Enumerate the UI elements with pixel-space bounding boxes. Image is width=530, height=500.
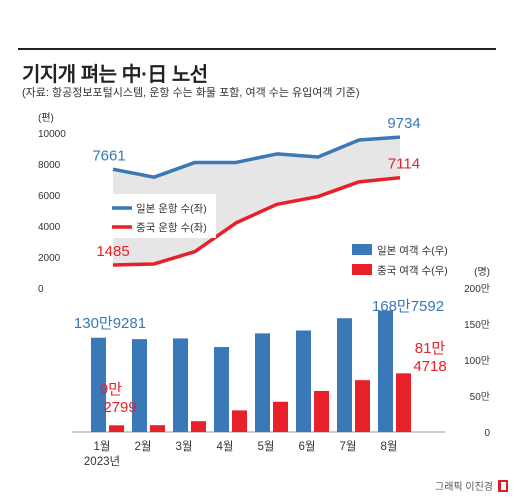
x-year-label: 2023년 bbox=[84, 455, 120, 468]
bar-y-tick-label: 50만 bbox=[470, 391, 490, 403]
china-flights-line bbox=[112, 175, 401, 267]
x-tick-label: 5월 bbox=[258, 440, 275, 453]
line-y-tick-label: 2000 bbox=[38, 253, 61, 264]
china-passengers-bar bbox=[273, 401, 288, 432]
x-tick-label: 4월 bbox=[217, 440, 234, 453]
line-y-tick-label: 8000 bbox=[38, 160, 61, 171]
legend-china-passengers-label: 중국 여객 수(우) bbox=[377, 265, 448, 277]
japan-passengers-bar bbox=[173, 338, 188, 432]
x-tick-label: 1월 bbox=[94, 440, 111, 453]
japan-passengers-bar bbox=[91, 337, 106, 432]
china-passengers-first-label-2: 2799 bbox=[103, 399, 136, 416]
credit-text: 그래픽 이진경 bbox=[435, 482, 493, 493]
bar-y-tick-label: 100만 bbox=[464, 355, 490, 367]
chart-canvas: (편) 0 2000 4000 6000 8000 10000 7661 9734 1485 711… bbox=[38, 112, 490, 468]
japan-passengers-bar bbox=[337, 318, 352, 432]
bar-y-unit: (명) bbox=[474, 266, 490, 278]
japan-passengers-last-label: 168만7592 bbox=[372, 298, 444, 315]
china-passengers-bar bbox=[355, 380, 370, 432]
bar-y-tick-label: 150만 bbox=[464, 319, 490, 331]
japan-passengers-bar bbox=[214, 347, 229, 432]
legend-china-flights-label: 중국 운항 수(좌) bbox=[136, 222, 207, 234]
legend-china-passengers-swatch bbox=[352, 264, 372, 275]
japan-passengers-bar bbox=[255, 333, 270, 432]
japan-passengers-first-label: 130만9281 bbox=[74, 315, 146, 332]
line-y-tick-label: 10000 bbox=[38, 129, 66, 140]
japan-passengers-bar bbox=[378, 310, 393, 432]
china-passengers-bar bbox=[191, 421, 206, 432]
x-tick-label: 3월 bbox=[176, 440, 193, 453]
legend-japan-flights-label: 일본 운항 수(좌) bbox=[136, 202, 207, 215]
bar-y-tick-label: 0 bbox=[484, 428, 490, 439]
legend-japan-passengers-label: 일본 여객 수(우) bbox=[377, 244, 448, 257]
x-tick-label: 2월 bbox=[135, 440, 152, 453]
china-passengers-bar bbox=[232, 410, 247, 432]
china-passengers-bar bbox=[396, 373, 411, 432]
china-passengers-first-label-1: 9만 bbox=[100, 381, 122, 398]
japan-flights-line bbox=[112, 135, 401, 179]
chart-title: 기지개 펴는 中·日 노선 bbox=[22, 64, 208, 86]
x-tick-label: 6월 bbox=[299, 440, 316, 453]
legend-japan-passengers-swatch bbox=[352, 244, 372, 255]
china-flights-last-label: 7114 bbox=[388, 156, 420, 173]
x-tick-label: 8월 bbox=[381, 440, 398, 453]
china-flights-first-label: 1485 bbox=[96, 243, 129, 260]
credit: 그래픽 이진경 bbox=[435, 478, 508, 493]
line-y-unit: (편) bbox=[38, 112, 54, 124]
japan-passengers-bar bbox=[132, 339, 147, 432]
china-passengers-bar bbox=[109, 425, 124, 432]
japan-passengers-bar bbox=[296, 330, 311, 432]
brand-logo-icon bbox=[498, 479, 508, 492]
china-passengers-bar bbox=[150, 425, 165, 432]
chart-subtitle: (자료: 항공정보포털시스템, 운항 수는 화물 포함, 여객 수는 유입여객 … bbox=[22, 87, 360, 99]
line-y-tick-label: 0 bbox=[38, 284, 44, 295]
x-tick-label: 7월 bbox=[340, 440, 357, 453]
china-passengers-bar bbox=[314, 390, 329, 432]
china-passengers-last-label-1: 81만 bbox=[415, 340, 446, 357]
china-passengers-last-label-2: 4718 bbox=[413, 358, 446, 375]
top-rule bbox=[18, 48, 496, 50]
japan-flights-last-label: 9734 bbox=[387, 115, 420, 132]
bar-y-tick-label: 200만 bbox=[464, 283, 490, 295]
japan-flights-first-label: 7661 bbox=[92, 147, 125, 164]
line-legend-box bbox=[104, 194, 216, 238]
line-y-tick-label: 6000 bbox=[38, 191, 61, 202]
line-y-tick-label: 4000 bbox=[38, 222, 61, 233]
